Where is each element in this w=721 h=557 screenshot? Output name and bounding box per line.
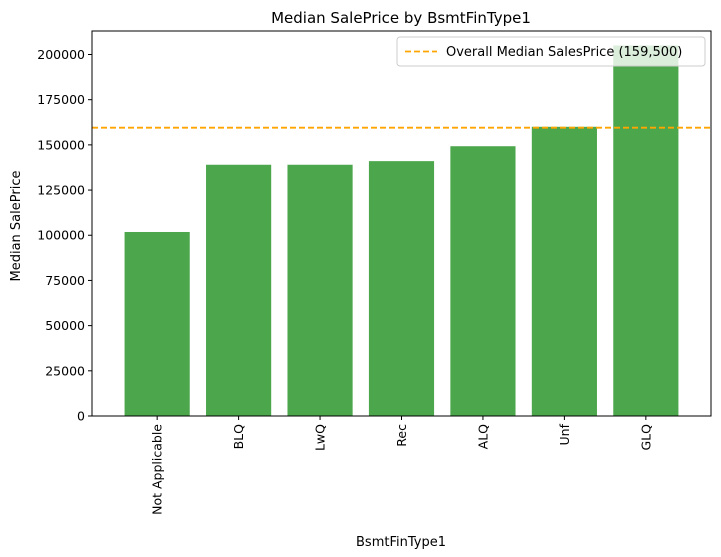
- legend: Overall Median SalesPrice (159,500): [396, 36, 706, 67]
- y-tick-label: 50000: [45, 318, 85, 333]
- x-tick-label: Unf: [557, 423, 572, 445]
- legend-label: Overall Median SalesPrice (159,500): [446, 45, 682, 60]
- x-tick-label: ALQ: [475, 424, 490, 450]
- y-axis-label: Median SalePrice: [9, 171, 24, 282]
- x-tick-label: GLQ: [638, 424, 653, 451]
- chart-title: Median SalePrice by BsmtFinType1: [271, 9, 531, 27]
- bar-blq: [206, 164, 272, 416]
- bar-lwq: [287, 164, 353, 416]
- axes-layer: 0 25000 50000 75000 100000 125000 150000 175000…: [37, 30, 712, 515]
- y-tick-label: 125000: [37, 183, 85, 198]
- bar-alq: [450, 146, 516, 416]
- y-tick-label: 25000: [45, 363, 85, 378]
- x-axis-label: BsmtFinType1: [356, 535, 446, 550]
- y-tick-label: 0: [77, 409, 85, 424]
- bar-rec: [368, 161, 435, 416]
- bar-not-applicable: [124, 231, 190, 416]
- legend-box: [396, 36, 706, 67]
- x-tick-label: BLQ: [231, 424, 246, 450]
- y-tick-label: 150000: [37, 137, 85, 152]
- x-tick-label: Rec: [394, 424, 409, 447]
- bars-layer: [124, 45, 679, 417]
- x-tick-label: Not Applicable: [150, 424, 165, 515]
- bar-glq: [613, 45, 679, 417]
- y-tick-label: 75000: [45, 273, 85, 288]
- bar-unf: [531, 126, 597, 416]
- y-tick-label: 100000: [37, 228, 85, 243]
- y-tick-label: 200000: [37, 47, 85, 62]
- x-tick-label: LwQ: [313, 424, 328, 451]
- y-tick-label: 175000: [37, 92, 85, 107]
